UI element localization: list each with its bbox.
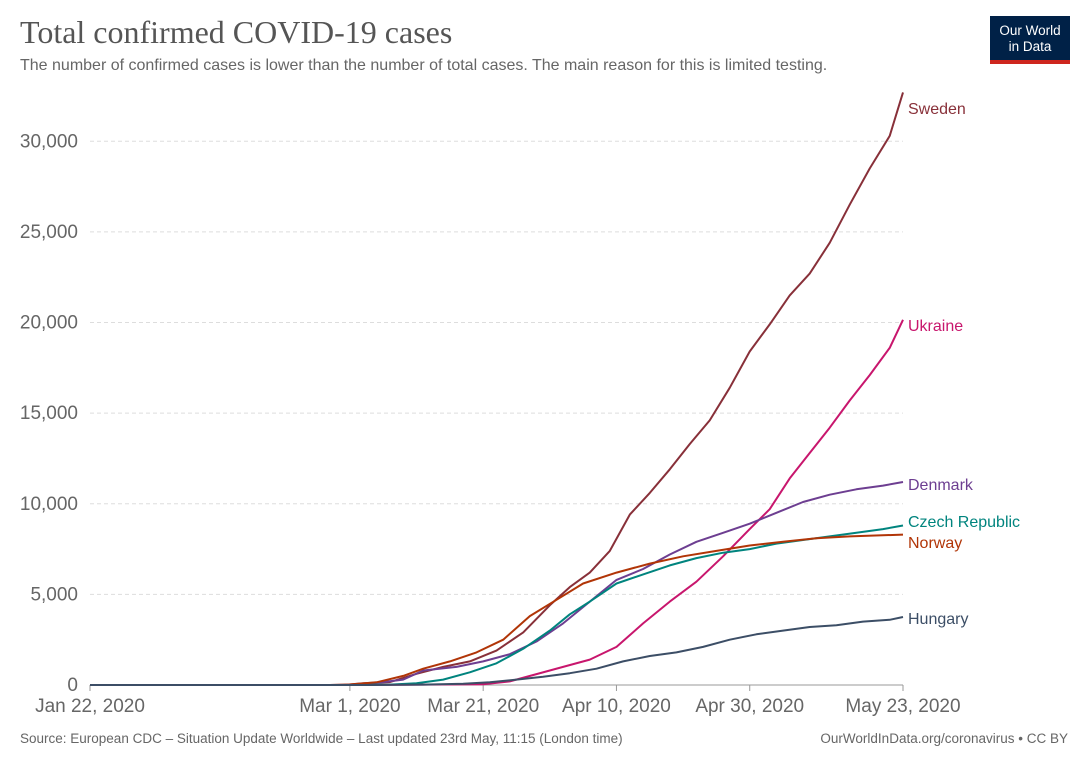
y-tick-label: 20,000 [20,313,78,334]
series-line-ukraine[interactable] [90,319,904,686]
series-label-ukraine: Ukraine [908,318,963,335]
x-tick-label: Mar 1, 2020 [299,696,400,717]
series-line-hungary[interactable] [90,616,904,686]
series-label-denmark: Denmark [908,477,974,494]
owid-logo[interactable]: Our World in Data [990,16,1070,64]
owid-link[interactable]: OurWorldInData.org/coronavirus • CC BY [820,731,1068,746]
x-tick-label: Jan 22, 2020 [35,696,145,717]
y-tick-label: 15,000 [20,403,78,424]
y-axis: 0 5,000 10,000 15,000 20,000 25,000 30,000 [20,131,78,696]
x-axis: Jan 22, 2020 Mar 1, 2020 Mar 21, 2020 Apr 1… [35,684,961,717]
y-tick-label: 5,000 [30,584,78,605]
x-tick-label: Apr 30, 2020 [695,696,804,717]
x-tick-label: Apr 10, 2020 [562,696,671,717]
series-line-denmark[interactable] [90,481,904,686]
y-tick-label: 30,000 [20,131,78,152]
gridlines [90,140,903,595]
y-tick-label: 10,000 [20,494,78,515]
series-labels: Sweden Ukraine Denmark Czech Republic Norway… [908,101,1020,628]
logo-text-line1: Our World [999,23,1061,38]
y-tick-label: 0 [67,675,78,696]
series-line-norway[interactable] [90,533,904,686]
series-line-sweden[interactable] [90,92,904,686]
chart-subtitle: The number of confirmed cases is lower t… [20,57,828,74]
x-tick-label: Mar 21, 2020 [427,696,539,717]
series-label-norway: Norway [908,535,962,552]
series-label-czech-republic: Czech Republic [908,514,1020,531]
x-tick-label: May 23, 2020 [845,696,960,717]
logo-accent-bar [990,60,1070,64]
logo-text-line2: in Data [1008,39,1052,54]
series-lines [90,92,904,686]
series-label-sweden: Sweden [908,101,966,118]
source-note: Source: European CDC – Situation Update … [20,731,623,746]
y-tick-label: 25,000 [20,222,78,243]
series-line-czech-republic[interactable] [90,524,904,686]
chart-title: Total confirmed COVID-19 cases [20,14,453,50]
series-label-hungary: Hungary [908,611,968,628]
